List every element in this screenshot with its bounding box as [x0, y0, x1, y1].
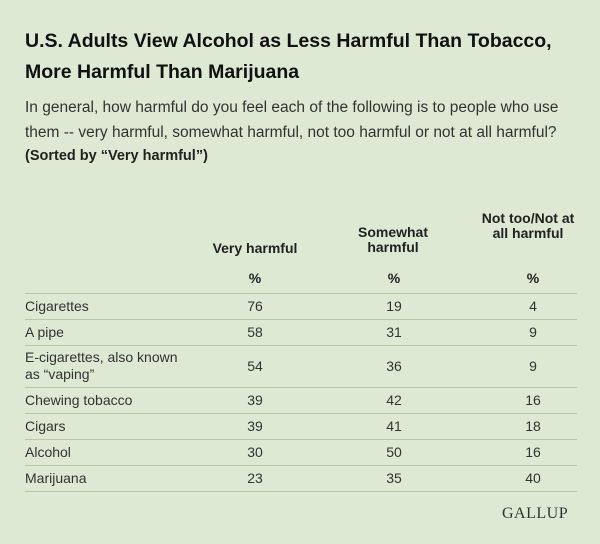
table-cell-value: 35: [386, 470, 402, 486]
table-row: A pipe 58 31 9: [25, 319, 577, 345]
table-cell-value: 23: [247, 470, 263, 486]
table-cell-value: 19: [386, 298, 402, 314]
table-cell-value: 40: [525, 470, 541, 486]
table-row: Chewing tobacco 39 42 16: [25, 387, 577, 413]
table-cell-value: 4: [529, 298, 537, 314]
table-row: Cigars 39 41 18: [25, 413, 577, 439]
data-table: Cigarettes 76 19 4 A pipe 58 31 9 E-cigarettes, …: [25, 293, 577, 492]
row-label: Marijuana: [25, 470, 87, 486]
table-cell-value: 39: [247, 392, 263, 408]
table-cell-value: 58: [247, 324, 263, 340]
table-row: Alcohol 30 50 16: [25, 439, 577, 465]
column-header-very-harmful: Very harmful: [212, 240, 298, 256]
table-cell-value: 36: [386, 358, 402, 374]
table-row: Cigarettes 76 19 4: [25, 293, 577, 319]
unit-label-not-too-harmful: %: [526, 270, 540, 286]
unit-label-very-harmful: %: [248, 270, 262, 286]
chart-title: U.S. Adults View Alcohol as Less Harmful…: [25, 30, 552, 83]
table-cell-value: 9: [529, 324, 537, 340]
gallup-logo: GALLUP: [502, 505, 569, 522]
table-row: E-cigarettes, also known as “vaping” 54 36…: [25, 345, 577, 387]
sort-note: (Sorted by “Very harmful”): [25, 148, 208, 164]
table-cell-value: 41: [386, 418, 402, 434]
table-cell-value: 30: [247, 444, 263, 460]
row-label: A pipe: [25, 324, 64, 340]
chart-subtitle: In general, how harmful do you feel each…: [25, 99, 559, 141]
table-cell-value: 50: [386, 444, 402, 460]
table-cell-value: 39: [247, 418, 263, 434]
row-label: Cigars: [25, 418, 66, 434]
table-cell-value: 42: [386, 392, 402, 408]
table-cell-value: 16: [525, 444, 541, 460]
table-cell-value: 76: [247, 298, 263, 314]
unit-label-somewhat-harmful: %: [387, 270, 401, 286]
table-cell-value: 18: [525, 418, 541, 434]
row-label: Cigarettes: [25, 298, 89, 314]
row-label: Alcohol: [25, 444, 71, 460]
row-label: E-cigarettes, also known as “vaping”: [25, 349, 178, 382]
row-label: Chewing tobacco: [25, 392, 133, 408]
table-row: Marijuana 23 35 40: [25, 465, 577, 492]
column-header-not-too-harmful: Not too/Not at all harmful: [481, 210, 575, 241]
table-cell-value: 54: [247, 358, 263, 374]
table-cell-value: 31: [386, 324, 402, 340]
table-cell-value: 9: [529, 358, 537, 374]
column-header-somewhat-harmful: Somewhat harmful: [357, 224, 428, 255]
table-cell-value: 16: [525, 392, 541, 408]
